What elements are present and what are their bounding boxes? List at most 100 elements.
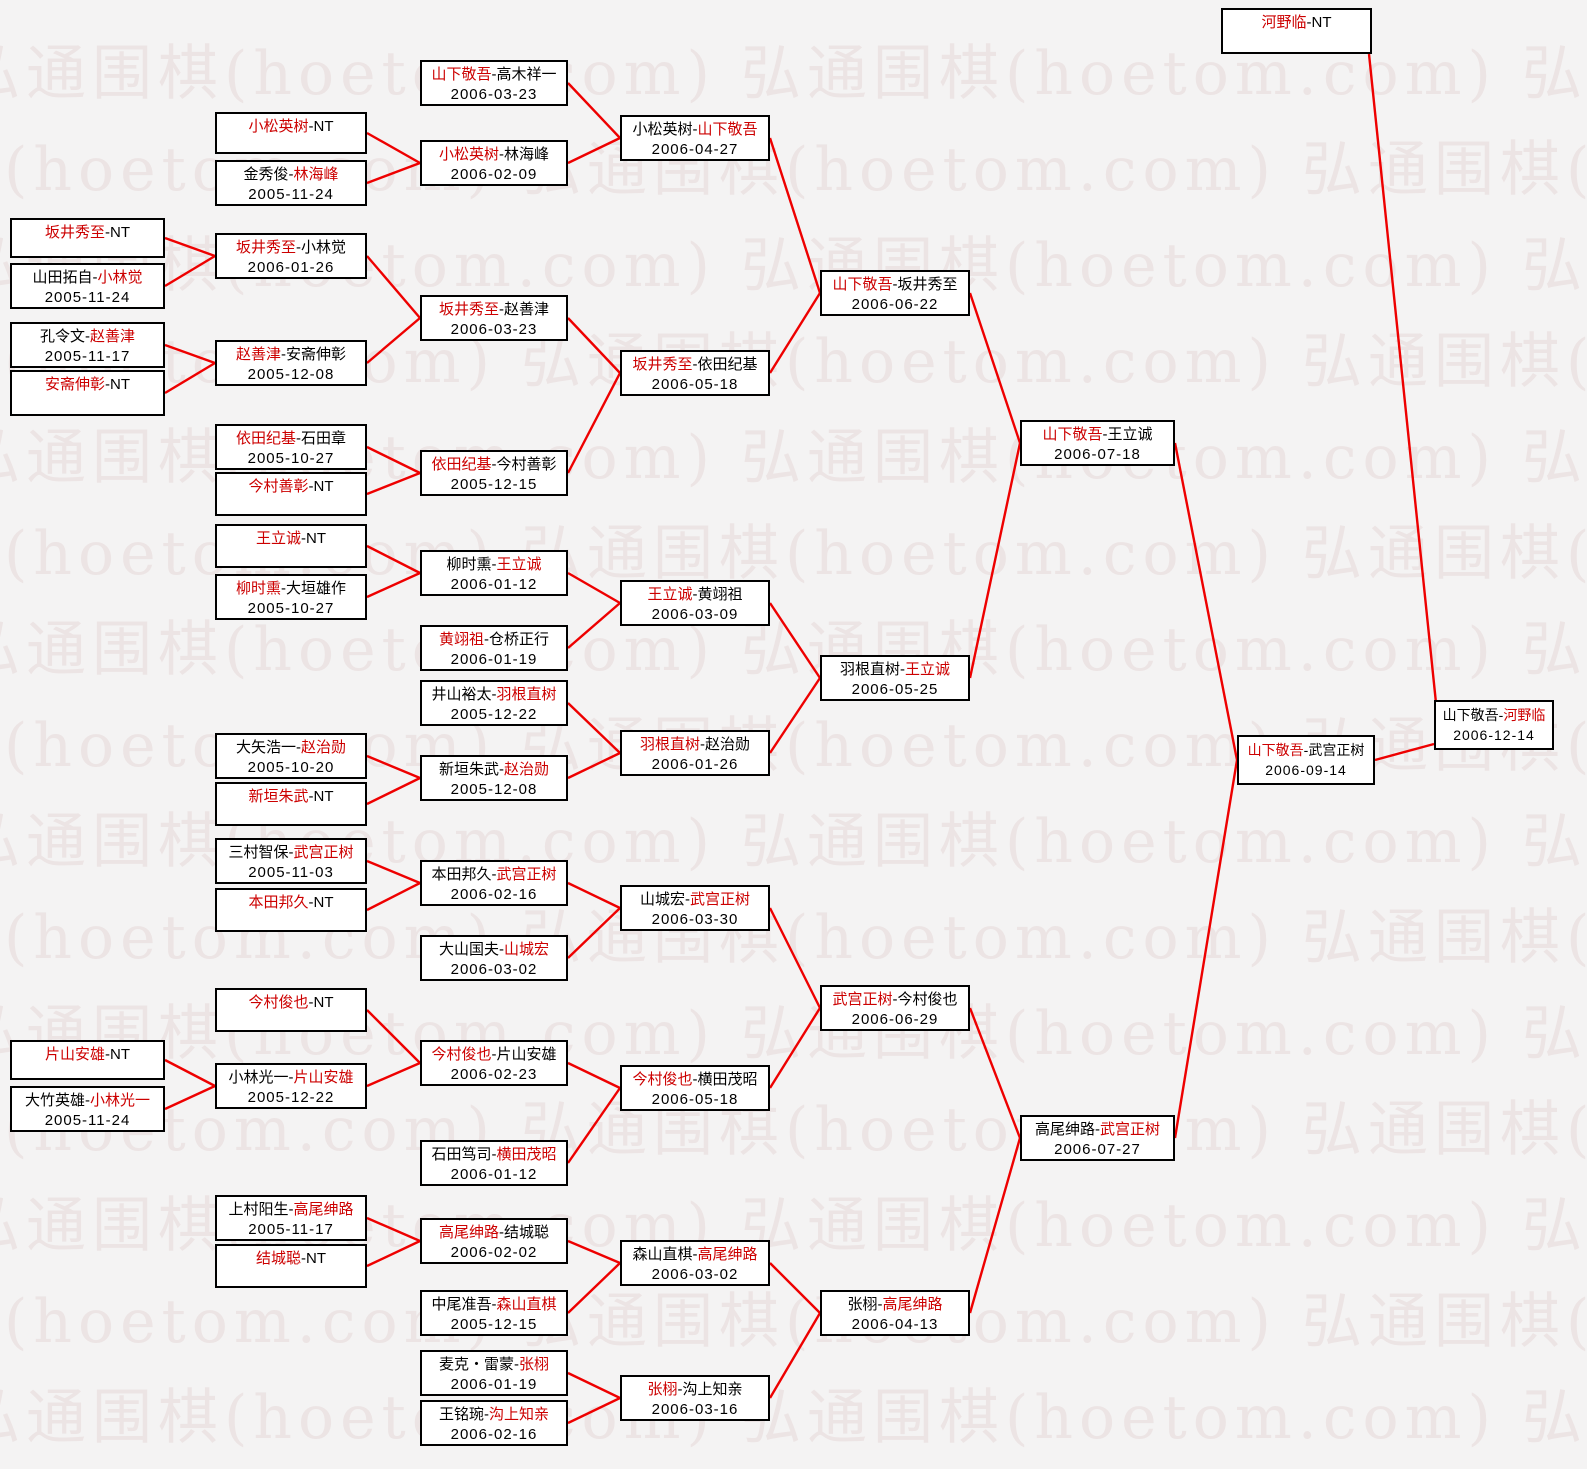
vs-dash: - xyxy=(281,346,286,363)
bracket-line xyxy=(567,82,621,139)
match-box-b12: 本田邦久-NT xyxy=(215,888,367,932)
player-right: 羽根直树 xyxy=(496,686,557,703)
vs-dash: - xyxy=(288,1069,294,1086)
match-box-b16: 结城聪-NT xyxy=(215,1244,367,1288)
player-left: 森山直棋 xyxy=(632,1246,693,1263)
player-left: 依田纪基 xyxy=(431,456,492,473)
vs-dash: - xyxy=(692,586,698,603)
player-left: 张栩 xyxy=(847,1296,878,1313)
bracket-line xyxy=(567,317,621,374)
player-right: 沟上知亲 xyxy=(682,1381,743,1398)
match-date: 2006-04-13 xyxy=(851,1316,939,1333)
match-box-c14: 中尾准吾-森山直棋 2005-12-15 xyxy=(420,1290,568,1336)
vs-dash: - xyxy=(499,301,504,318)
player-right: 黄翊祖 xyxy=(697,586,743,603)
player-right: 沟上知亲 xyxy=(489,1406,550,1423)
match-box-b7: 王立诚-NT xyxy=(215,524,367,568)
match-date: 2005-12-15 xyxy=(450,1316,538,1333)
player-right: 赵治勋 xyxy=(504,761,550,778)
player-left: 中尾准吾 xyxy=(431,1296,492,1313)
bracket-line xyxy=(769,677,821,754)
bracket-line xyxy=(567,751,621,780)
player-left: 山下敬吾 xyxy=(431,66,492,83)
vs-dash: - xyxy=(877,1296,883,1313)
match-players: 山下敬吾-高木祥一 xyxy=(431,65,556,85)
match-box-b15: 上村阳生-高尾绅路 2005-11-17 xyxy=(215,1195,367,1241)
bracket-line xyxy=(366,161,421,185)
match-players: 井山裕太-羽根直树 xyxy=(431,685,556,705)
bracket-line xyxy=(768,1312,822,1399)
vs-dash: - xyxy=(288,844,294,861)
bracket-line xyxy=(769,602,821,679)
match-box-c1: 山下敬吾-高木祥一 2006-03-23 xyxy=(420,60,568,106)
player-left: 山下敬吾 xyxy=(1042,426,1103,443)
vs-dash: - xyxy=(892,276,898,293)
bracket-line xyxy=(366,1061,421,1088)
player-right: 武宫正树 xyxy=(1100,1121,1161,1138)
bracket-line xyxy=(1173,759,1239,1139)
bracket-line xyxy=(768,1007,822,1089)
player-left: 张栩 xyxy=(647,1381,678,1398)
player-right: 安斋伸彰 xyxy=(286,346,347,363)
match-date: 2006-06-22 xyxy=(851,296,939,313)
player-left: 王铭琬 xyxy=(438,1406,484,1423)
vs-dash: - xyxy=(105,1046,110,1063)
match-date: 2006-03-02 xyxy=(651,1266,739,1283)
match-date: 2006-07-27 xyxy=(1054,1141,1141,1158)
match-box-b4: 赵善津-安斋伸彰 2005-12-08 xyxy=(215,340,367,386)
player-left: 王立诚 xyxy=(647,586,693,603)
bracket-line xyxy=(567,1087,621,1164)
player-right: 王立诚 xyxy=(496,556,542,573)
match-date: 2006-05-18 xyxy=(651,1091,739,1108)
match-players: 坂井秀至-NT xyxy=(45,223,130,243)
match-date: 2005-10-27 xyxy=(247,600,335,617)
match-players: 今村俊也-横田茂昭 xyxy=(632,1070,757,1090)
vs-dash: - xyxy=(308,894,314,911)
match-players: 森山直棋-高尾绅路 xyxy=(632,1245,757,1265)
match-box-b3: 坂井秀至-小林觉 2006-01-26 xyxy=(215,233,367,279)
match-date: 2006-06-29 xyxy=(851,1011,939,1028)
match-box-c9: 本田邦久-武宫正树 2006-02-16 xyxy=(420,860,568,906)
match-box-d7: 森山直棋-高尾绅路 2006-03-02 xyxy=(620,1240,770,1286)
bracket-line xyxy=(968,442,1022,679)
bracket-line xyxy=(366,1216,421,1243)
vs-dash: - xyxy=(484,1406,489,1423)
match-box-b10: 新垣朱武-NT xyxy=(215,782,367,826)
player-right: 张栩 xyxy=(519,1356,550,1373)
match-date: 2006-03-23 xyxy=(450,321,538,338)
match-players: 柳时熏-王立诚 xyxy=(446,555,541,575)
match-players: 山下敬吾-王立诚 xyxy=(1042,425,1152,445)
bracket-line xyxy=(567,907,621,959)
player-right: 大垣雄作 xyxy=(286,580,347,597)
bracket-line xyxy=(164,1058,216,1088)
bracket-line xyxy=(567,702,621,754)
vs-dash: - xyxy=(288,166,294,183)
player-left: 羽根直树 xyxy=(839,661,900,678)
player-right: 今村俊也 xyxy=(897,991,958,1008)
match-box-b2: 金秀俊-林海峰 2005-11-24 xyxy=(215,160,367,206)
match-players: 王立诚-黄翊祖 xyxy=(647,585,742,605)
vs-dash: - xyxy=(296,739,301,756)
vs-dash: - xyxy=(1498,707,1504,723)
vs-dash: - xyxy=(92,269,98,286)
bracket-line xyxy=(366,754,421,780)
match-date: 2006-01-26 xyxy=(651,756,739,773)
vs-dash: - xyxy=(499,941,504,958)
match-box-c4: 依田纪基-今村善彰 2005-12-15 xyxy=(420,450,568,496)
player-left: 今村俊也 xyxy=(632,1071,693,1088)
player-left: 山下敬吾 xyxy=(1442,707,1499,723)
player-right: 赵治勋 xyxy=(301,739,347,756)
match-date: 2005-11-17 xyxy=(248,1221,334,1238)
player-left: 大山国夫 xyxy=(438,941,499,958)
bracket-line xyxy=(164,254,216,288)
player-right: 赵治勋 xyxy=(705,736,751,753)
player-left: 孔令文 xyxy=(39,328,85,345)
bracket-line xyxy=(769,1262,821,1314)
match-players: 张栩-高尾绅路 xyxy=(847,1295,942,1315)
match-date: 2005-11-24 xyxy=(44,1112,131,1129)
bracket-line xyxy=(768,137,822,294)
vs-dash: - xyxy=(491,456,497,473)
match-date: 2006-09-14 xyxy=(1265,762,1347,778)
vs-dash: - xyxy=(685,891,690,908)
